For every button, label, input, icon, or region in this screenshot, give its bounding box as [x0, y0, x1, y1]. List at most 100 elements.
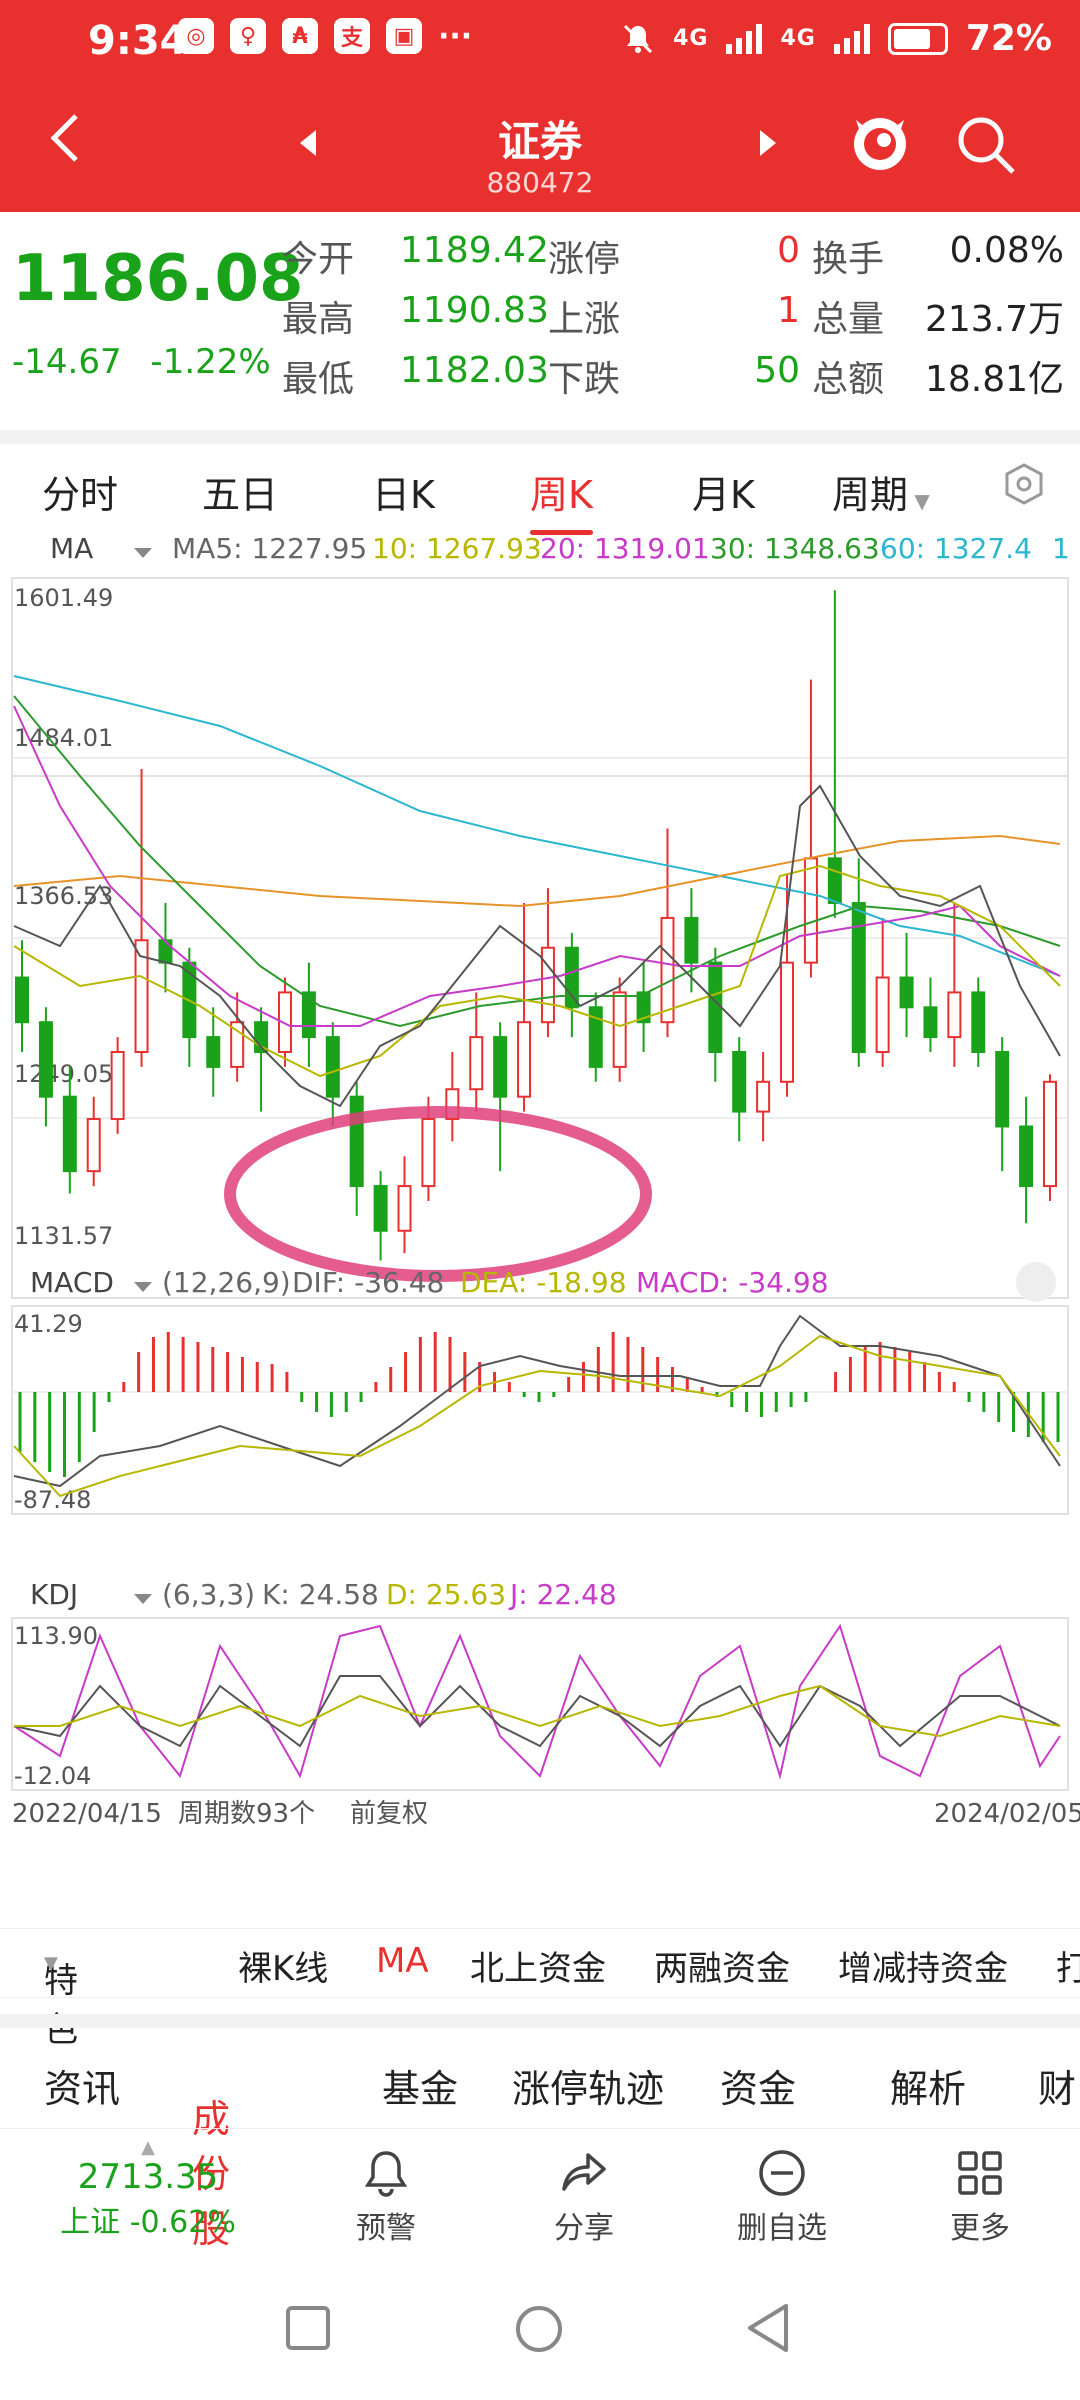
status-time: 9:34: [88, 18, 188, 64]
recents-icon[interactable]: [284, 2304, 332, 2352]
kdj-j: J: 22.48: [508, 1578, 617, 1611]
quote-value: 1189.42: [400, 230, 549, 271]
share-label: 分享: [554, 2211, 614, 2246]
kdj-k: K: 24.58: [262, 1578, 379, 1611]
back-nav-icon[interactable]: [744, 2302, 792, 2354]
macd-dropdown-icon[interactable]: [134, 1282, 152, 1292]
grid-icon: [958, 2151, 1002, 2195]
main-chart-frame: [11, 577, 1069, 777]
annotation-circle: [224, 1106, 652, 1282]
status-app-icons: ◎ ♀ ₳ 支 ▣ ···: [178, 18, 472, 54]
candle-body: [780, 961, 795, 1083]
tab-zhouk[interactable]: 周K: [530, 464, 593, 535]
price-axis-top: 1601.49: [14, 584, 113, 612]
tab-finance[interactable]: 财: [1038, 2067, 1077, 2111]
quote-count: 1: [777, 290, 800, 331]
battery-percent: 72%: [965, 18, 1052, 59]
candle-body: [110, 1051, 125, 1121]
expand-icon[interactable]: [1016, 1262, 1056, 1302]
tab-limitup[interactable]: 涨停轨迹: [512, 2067, 665, 2111]
share-button[interactable]: 分享: [524, 2147, 644, 2247]
mascot-icon[interactable]: [850, 110, 910, 174]
candle-body: [1019, 1125, 1034, 1188]
page-title: 证券: [497, 117, 582, 166]
tab-zhouqi[interactable]: 周期 ▼: [832, 464, 930, 519]
ma-dropdown-icon[interactable]: [134, 548, 152, 558]
kdj-label[interactable]: KDJ: [30, 1578, 78, 1611]
kline-chart[interactable]: MA MA5: 1227.95 10: 1267.93 20: 1319.01 …: [0, 526, 1080, 1926]
indicator-margin[interactable]: 两融资金: [654, 1949, 790, 1989]
share-icon: [562, 2153, 606, 2191]
index-value: 2713.35: [77, 2157, 219, 2197]
candle-body: [660, 916, 675, 1024]
tab-yuek[interactable]: 月K: [692, 473, 755, 517]
more-button[interactable]: 更多: [920, 2147, 1040, 2247]
candle-body: [134, 939, 149, 1054]
period-count: 周期数93个: [178, 1799, 315, 1829]
indicator-more[interactable]: 打: [1056, 1949, 1080, 1989]
app-notification-icon: ◎: [178, 18, 214, 54]
candle-body: [325, 1036, 340, 1098]
candle-body: [588, 1006, 603, 1068]
price-axis-l4: 1249.05: [14, 1060, 113, 1088]
mute-icon: [624, 24, 653, 53]
kdj-axis-bottom: -12.04: [14, 1762, 91, 1790]
indicator-north[interactable]: 北上资金: [470, 1949, 606, 1989]
macd-histogram: [18, 1332, 1060, 1477]
candle-body: [995, 1051, 1010, 1128]
macd-frame: [11, 1305, 1069, 1515]
candle-body: [540, 946, 555, 1024]
index-ticker[interactable]: ▲ 2713.35 上证 -0.62%: [48, 2139, 248, 2241]
remove-watchlist-button[interactable]: 删自选: [722, 2147, 842, 2247]
tab-capital[interactable]: 资金: [720, 2067, 797, 2111]
search-icon[interactable]: [955, 114, 1017, 176]
ma30-line: [13, 695, 1061, 1028]
axis-end-date: 2024/02/05: [934, 1799, 1080, 1829]
kdj-d-line: [14, 1684, 1061, 1738]
price-axis-l2: 1484.01: [14, 724, 113, 752]
indicator-luok[interactable]: 裸K线: [238, 1949, 329, 1989]
candle-body: [277, 991, 292, 1054]
macd-value: MACD: -34.98: [636, 1266, 829, 1299]
candle-body: [971, 991, 986, 1054]
remove-circle-icon: [759, 2150, 805, 2196]
signal-icon: 4G: [673, 26, 709, 51]
macd-dea: DEA: -18.98: [460, 1266, 627, 1299]
quote-label: 今开: [282, 239, 355, 280]
ma30-value: 30: 1348.63: [710, 532, 880, 565]
tab-fenshi[interactable]: 分时: [42, 473, 119, 517]
candle-body: [15, 976, 29, 1024]
ma-label[interactable]: MA: [50, 532, 93, 565]
candle-body: [493, 1036, 508, 1098]
tab-analysis[interactable]: 解析: [890, 2067, 967, 2111]
app-notification-icon: ₳: [282, 18, 318, 54]
tab-wuri[interactable]: 五日: [202, 473, 279, 517]
tab-constituents-label: 成份股: [192, 2097, 231, 2251]
settings-hexagon-icon[interactable]: [1002, 462, 1046, 506]
tab-news[interactable]: 资讯: [44, 2067, 121, 2111]
current-price: 1186.08: [12, 242, 304, 316]
candle-body: [469, 1036, 484, 1091]
quote-value: 0.08%: [949, 230, 1064, 271]
tab-funds[interactable]: 基金: [382, 2067, 459, 2111]
indicator-ma[interactable]: MA: [376, 1941, 429, 1981]
ma-legend-suffix: 1: [1052, 532, 1070, 565]
macd-label[interactable]: MACD: [30, 1266, 114, 1299]
prev-stock-icon[interactable]: [296, 128, 320, 158]
kdj-dropdown-icon[interactable]: [134, 1594, 152, 1604]
system-nav-bar: [0, 2250, 1080, 2400]
ma20-line: [13, 705, 1061, 1027]
indicator-holding[interactable]: 增减持资金: [838, 1949, 1008, 1989]
signal-icon: 4G: [780, 26, 816, 51]
candles-group: [15, 590, 1057, 1261]
candle-body: [803, 857, 818, 964]
alert-button[interactable]: 预警: [326, 2147, 446, 2247]
alert-label: 预警: [356, 2211, 416, 2246]
tab-rik[interactable]: 日K: [372, 473, 435, 517]
quote-label: 上涨: [548, 299, 621, 340]
candle-body: [517, 1021, 532, 1098]
home-icon[interactable]: [514, 2304, 564, 2354]
next-stock-icon[interactable]: [756, 128, 780, 158]
back-icon[interactable]: [40, 110, 96, 166]
candle-body: [827, 857, 842, 905]
